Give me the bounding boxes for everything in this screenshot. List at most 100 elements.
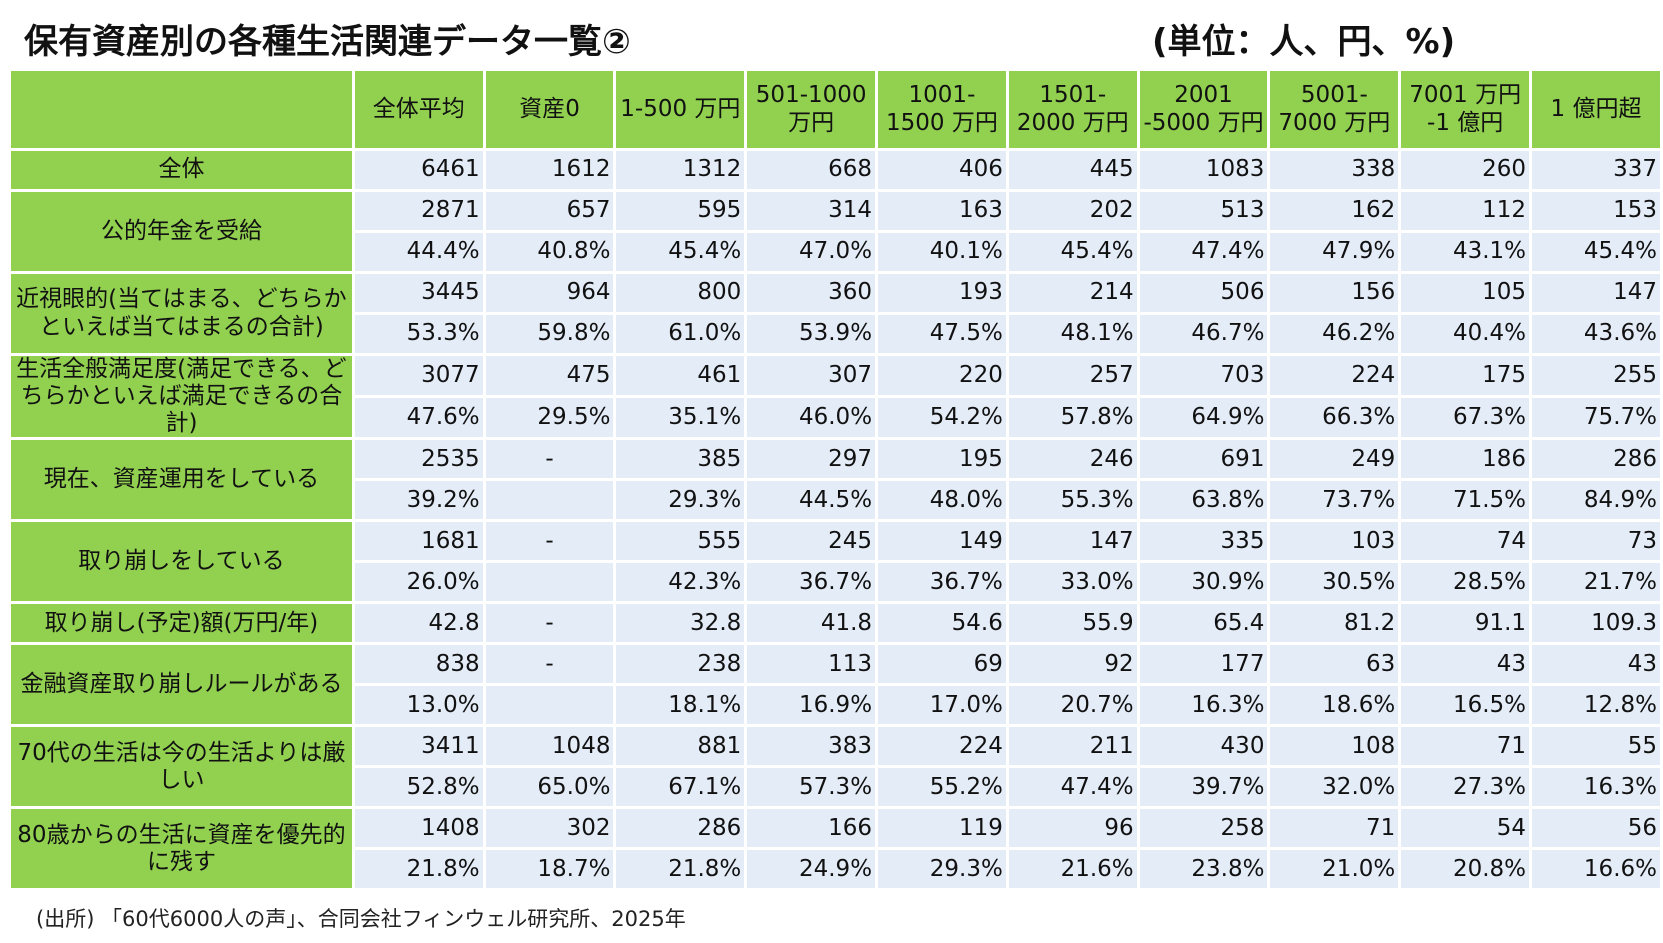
value-cell: 220 — [875, 352, 1009, 399]
value-cell: 113 — [744, 642, 879, 687]
column-header: 5001-7000 万円 — [1267, 68, 1402, 151]
value-cell: 383 — [744, 724, 879, 769]
value-cell: - — [482, 601, 617, 646]
value-cell: 211 — [1005, 724, 1140, 769]
value-cell: 445 — [1005, 148, 1140, 192]
percent-cell: 48.1% — [1005, 312, 1140, 356]
percent-cell: 47.0% — [744, 230, 879, 274]
value-cell: - — [482, 437, 617, 482]
percent-cell: 64.9% — [1136, 395, 1271, 441]
percent-cell: 67.3% — [1398, 395, 1533, 441]
value-cell: 69 — [875, 642, 1009, 687]
value-cell: 1083 — [1136, 148, 1271, 192]
percent-cell: 55.3% — [1005, 478, 1140, 523]
value-cell: 156 — [1267, 271, 1402, 315]
value-cell: 105 — [1398, 271, 1533, 315]
value-cell: 202 — [1005, 189, 1140, 233]
value-cell: 260 — [1398, 148, 1533, 192]
percent-cell: 53.9% — [744, 312, 879, 356]
table-row: 全体 6461 1612 1312 668 406 445 1083 338 260 337 — [8, 148, 1663, 192]
value-cell: 65.4 — [1136, 601, 1271, 646]
percent-cell: 30.9% — [1136, 560, 1271, 605]
row-label: 金融資産取り崩しルールがある — [8, 642, 355, 728]
value-cell: 103 — [1267, 519, 1402, 564]
table-row: 26.0% 42.3% 36.7% 36.7% 33.0% 30.9% 30.5% 28.5%… — [10, 560, 1663, 605]
table-row: 金融資産取り崩しルールがある 838-238 113 69 92 177 63 43 43 — [8, 642, 1663, 728]
value-cell: 81.2 — [1267, 601, 1402, 646]
percent-cell: 45.4% — [613, 230, 748, 274]
percent-cell — [482, 560, 617, 605]
value-cell: - — [482, 519, 617, 564]
percent-cell: 63.8% — [1136, 478, 1271, 523]
value-cell: 109.3 — [1529, 601, 1663, 646]
percent-cell: 47.9% — [1267, 230, 1402, 274]
table-row: 現在、資産運用をしている 2535-385 297 195 246 691 249 186 28… — [8, 437, 1663, 523]
value-cell: 461 — [613, 352, 748, 399]
value-cell: 881 — [613, 724, 748, 769]
percent-cell — [482, 478, 617, 523]
value-cell: 838 — [351, 642, 486, 687]
value-cell: 3077 — [351, 352, 486, 399]
table-row: 13.0% 18.1% 16.9% 17.0% 20.7% 16.3% 18.6% 16.5%… — [10, 683, 1663, 728]
percent-cell: 40.8% — [482, 230, 617, 274]
column-header: 1501-2000 万円 — [1005, 68, 1140, 151]
percent-cell: 21.7% — [1529, 560, 1663, 605]
value-cell: 96 — [1005, 806, 1140, 851]
value-cell: 71 — [1398, 724, 1533, 769]
percent-cell: 12.8% — [1529, 683, 1663, 728]
percent-cell: 40.1% — [875, 230, 1009, 274]
value-cell: 55.9 — [1005, 601, 1140, 646]
value-cell: 430 — [1136, 724, 1271, 769]
percent-cell: 43.1% — [1398, 230, 1533, 274]
percent-cell: 21.6% — [1005, 847, 1140, 892]
percent-cell: 46.7% — [1136, 312, 1271, 356]
value-cell: 385 — [613, 437, 748, 482]
value-cell: 42.8 — [351, 601, 486, 646]
table-row: 取り崩し(予定)額(万円/年) 42.8-32.8 41.8 54.6 55.9 65.4… — [8, 601, 1663, 646]
value-cell: 43 — [1529, 642, 1663, 687]
percent-cell: 46.0% — [744, 395, 879, 441]
value-cell: 238 — [613, 642, 748, 687]
percent-cell: 52.8% — [351, 765, 486, 810]
value-cell: 177 — [1136, 642, 1271, 687]
row-label: 全体 — [8, 148, 355, 192]
row-label: 近視眼的(当てはまる、どちらかといえば当てはまるの合計) — [8, 271, 355, 356]
percent-cell: 57.8% — [1005, 395, 1140, 441]
value-cell: 657 — [482, 189, 617, 233]
percent-cell: 28.5% — [1398, 560, 1533, 605]
percent-cell: 35.1% — [613, 395, 748, 441]
column-header: 501-1000 万円 — [744, 68, 879, 151]
value-cell: 1312 — [613, 148, 748, 192]
percent-cell: 18.6% — [1267, 683, 1402, 728]
percent-cell: 16.3% — [1136, 683, 1271, 728]
header-row: 全体平均 資産0 1-500 万円 501-1000 万円 1001-1500 万円 15… — [8, 68, 1663, 151]
value-cell: 186 — [1398, 437, 1533, 482]
row-label: 公的年金を受給 — [8, 189, 355, 274]
percent-cell: 45.4% — [1005, 230, 1140, 274]
value-cell: 162 — [1267, 189, 1402, 233]
table-row: 53.3% 59.8% 61.0% 53.9% 47.5% 48.1% 46.7% 46.2%… — [10, 312, 1663, 356]
percent-cell: 21.8% — [613, 847, 748, 892]
percent-cell: 20.8% — [1398, 847, 1533, 892]
percent-cell: 66.3% — [1267, 395, 1402, 441]
percent-cell: 39.7% — [1136, 765, 1271, 810]
value-cell: 6461 — [351, 148, 486, 192]
value-cell: 255 — [1529, 352, 1663, 399]
percent-cell: 36.7% — [744, 560, 879, 605]
value-cell: 246 — [1005, 437, 1140, 482]
value-cell: 691 — [1136, 437, 1271, 482]
value-cell: 406 — [875, 148, 1009, 192]
table-row: 52.8% 65.0% 67.1% 57.3% 55.2% 47.4% 39.7% 32.0%… — [10, 765, 1663, 810]
percent-cell: 23.8% — [1136, 847, 1271, 892]
value-cell: 63 — [1267, 642, 1402, 687]
value-cell: 149 — [875, 519, 1009, 564]
percent-cell: 27.3% — [1398, 765, 1533, 810]
value-cell: 119 — [875, 806, 1009, 851]
source-note: (出所) 「60代6000人の声」、合同会社フィンウェル研究所、2025年 — [36, 907, 686, 931]
percent-cell: 16.9% — [744, 683, 879, 728]
percent-cell: 75.7% — [1529, 395, 1663, 441]
value-cell: 73 — [1529, 519, 1663, 564]
value-cell: 555 — [613, 519, 748, 564]
percent-cell: 33.0% — [1005, 560, 1140, 605]
value-cell: 1408 — [351, 806, 486, 851]
